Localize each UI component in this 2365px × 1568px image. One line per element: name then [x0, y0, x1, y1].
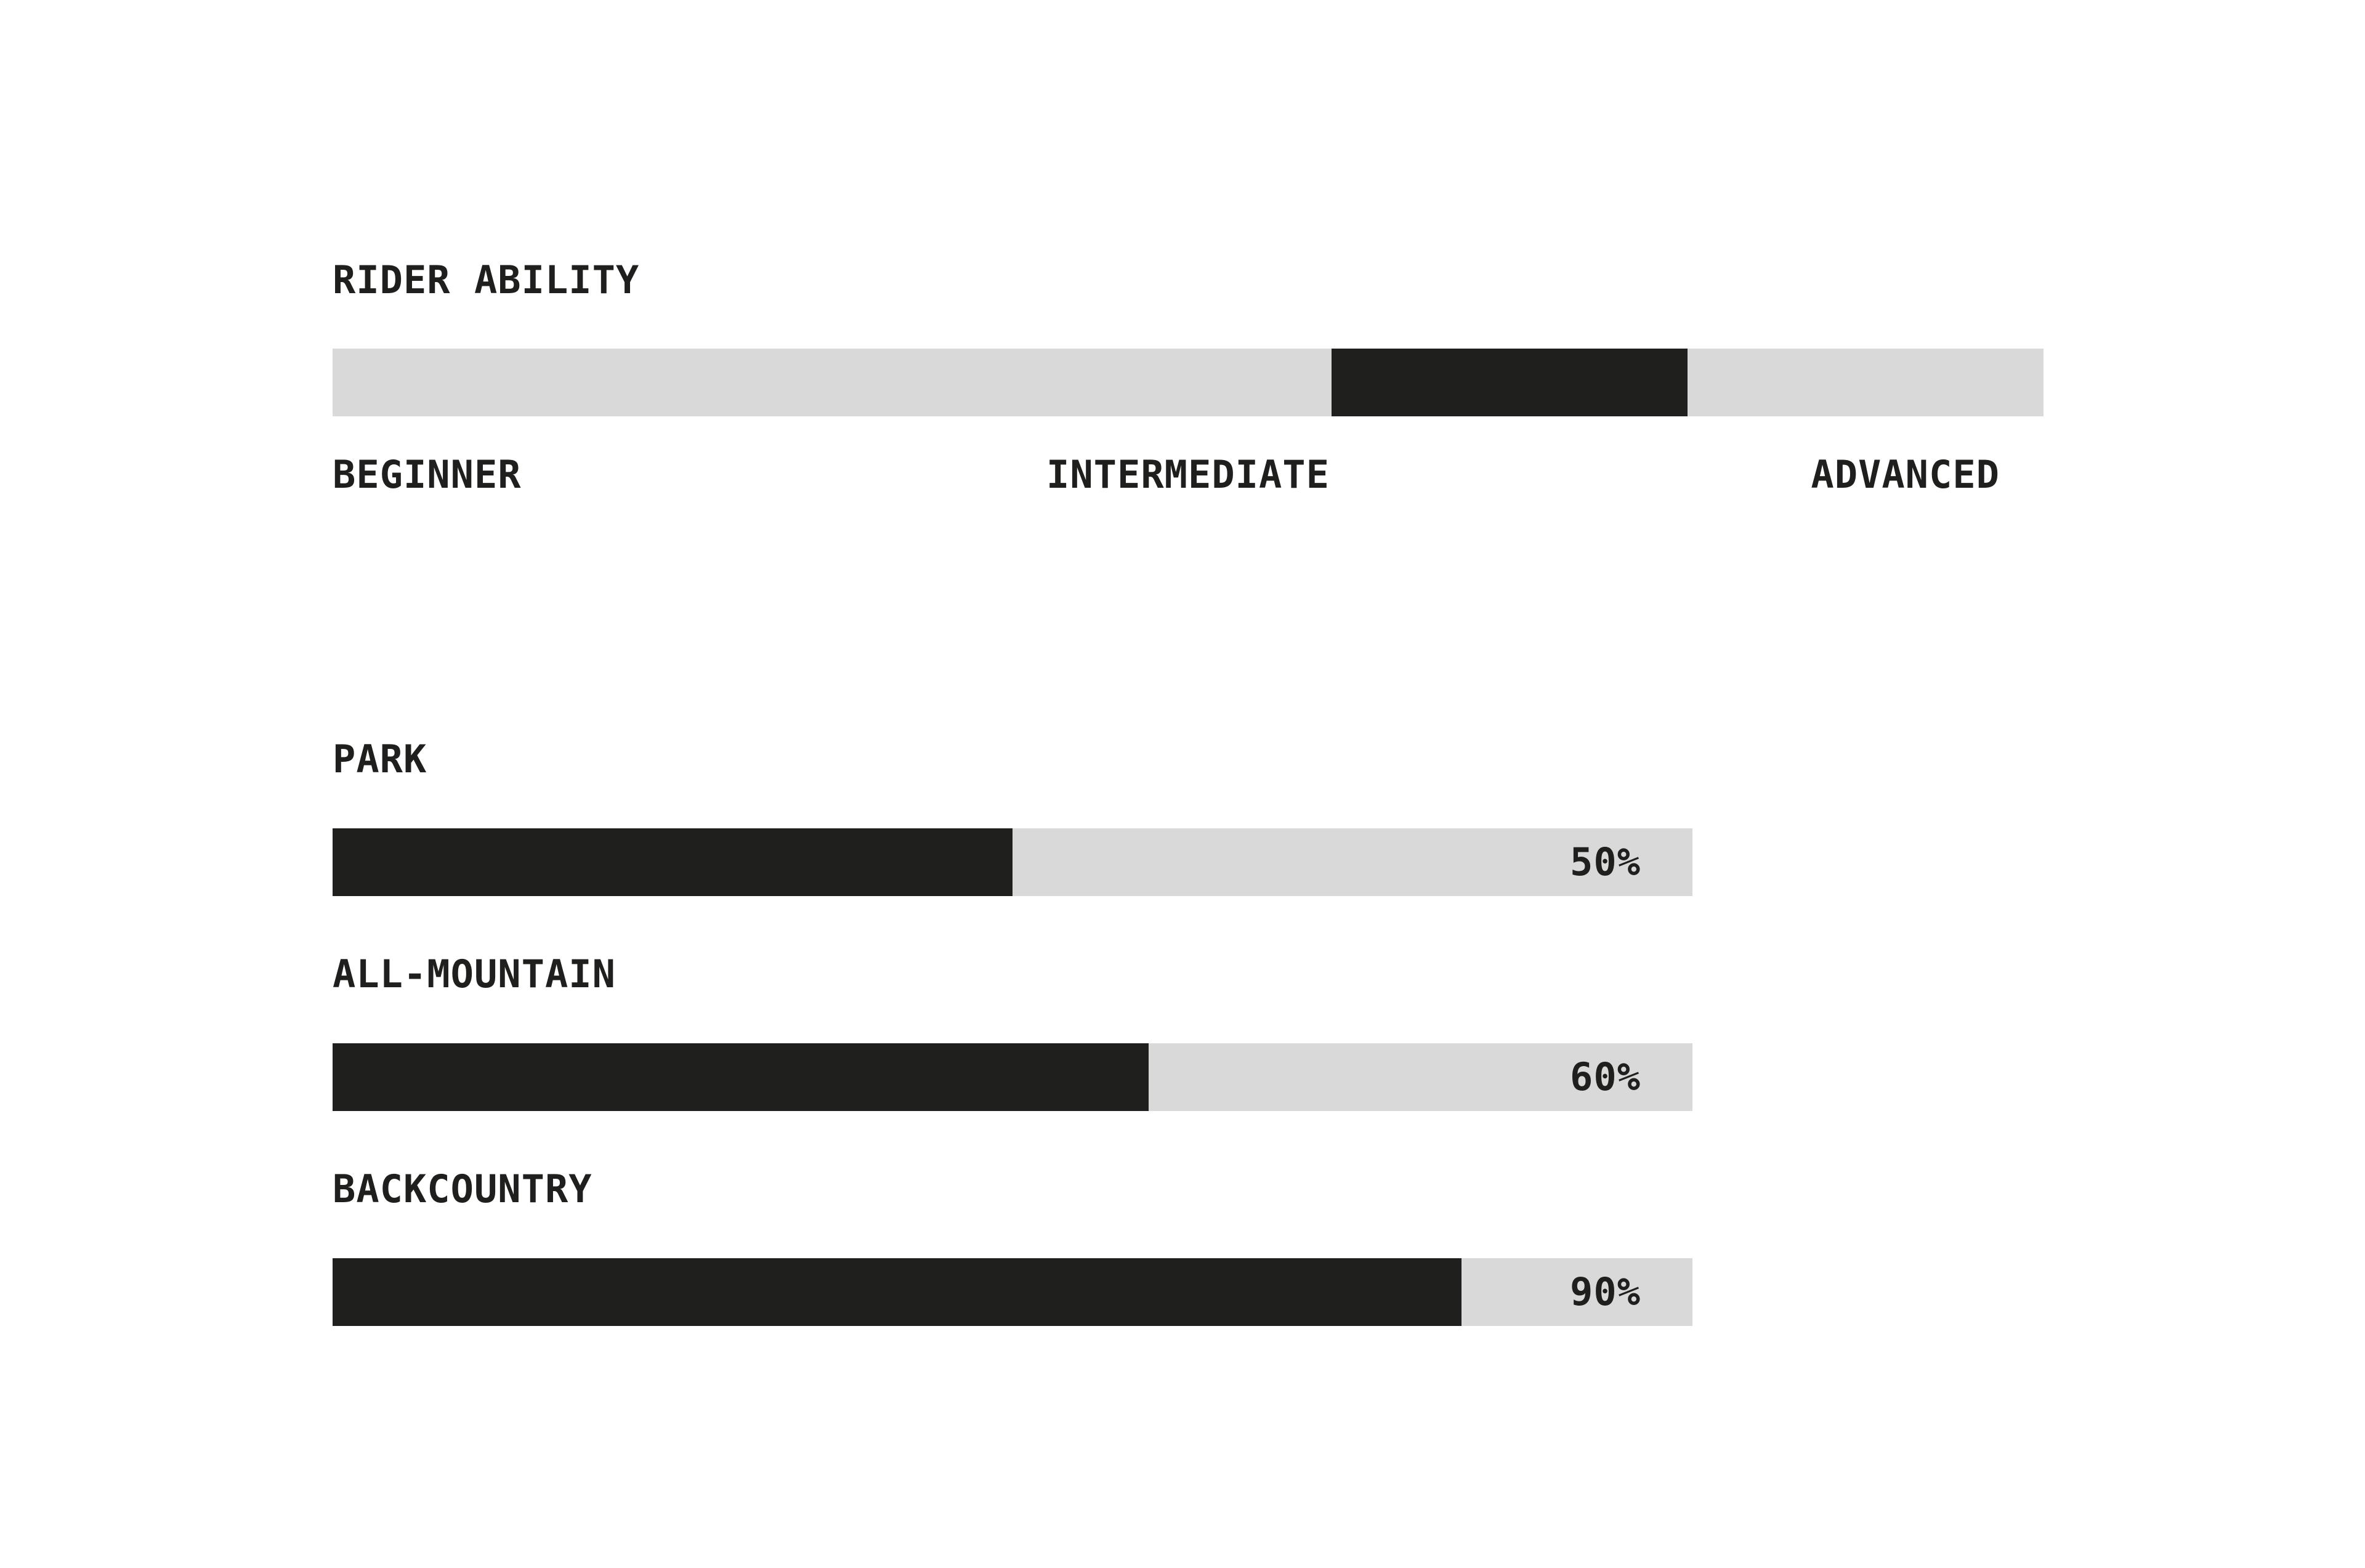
terrain-fill-backcountry	[333, 1258, 1461, 1326]
rider-ability-indicator	[1332, 349, 1688, 416]
scale-label-advanced: ADVANCED	[1811, 452, 2000, 497]
scale-label-beginner: BEGINNER	[333, 452, 522, 497]
terrain-label-backcountry: BACKCOUNTRY	[333, 1166, 592, 1211]
terrain-bar-all-mountain: 60%	[333, 1043, 1692, 1111]
terrain-value-park: 50%	[1570, 839, 1641, 884]
scale-label-intermediate: INTERMEDIATE	[1046, 452, 1330, 497]
rider-ability-scale: BEGINNER INTERMEDIATE ADVANCED	[333, 456, 2044, 499]
terrain-bar-backcountry: 90%	[333, 1258, 1692, 1326]
terrain-value-backcountry: 90%	[1570, 1269, 1641, 1314]
rider-ability-track	[333, 349, 2044, 416]
terrain-label-all-mountain: ALL-MOUNTAIN	[333, 952, 616, 996]
terrain-value-all-mountain: 60%	[1570, 1054, 1641, 1099]
terrain-fill-park	[333, 828, 1013, 896]
terrain-bar-park: 50%	[333, 828, 1692, 896]
rider-ability-title: RIDER ABILITY	[333, 257, 640, 302]
terrain-label-park: PARK	[333, 737, 427, 782]
terrain-fill-all-mountain	[333, 1043, 1149, 1111]
